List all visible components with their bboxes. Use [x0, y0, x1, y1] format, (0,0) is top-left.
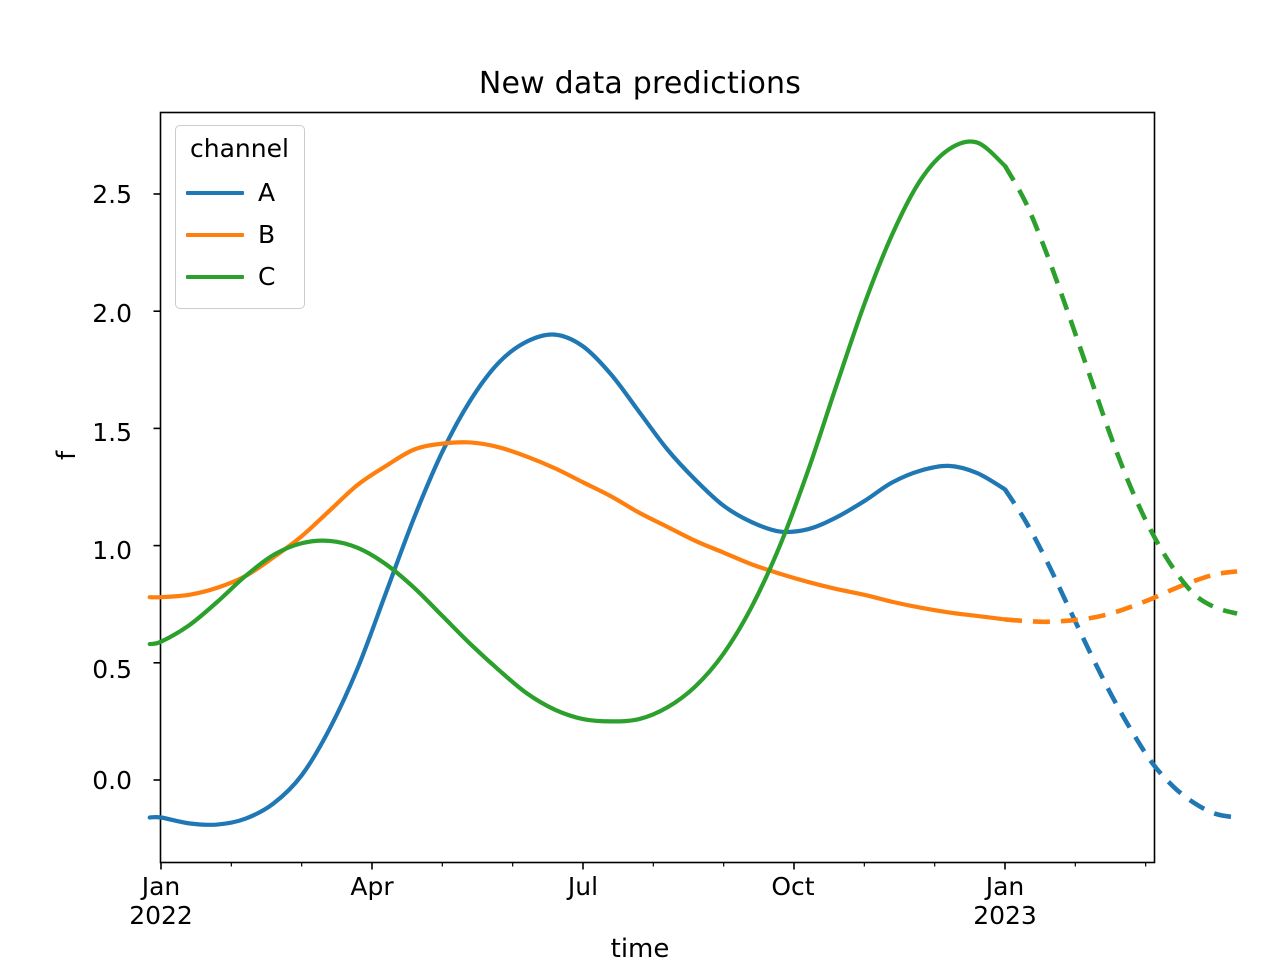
page-title: New data predictions — [478, 66, 802, 101]
series-line-c-observed — [147, 139, 1008, 724]
axes-spines — [159, 111, 1156, 864]
x-tick-label-apr: Apr — [292, 872, 452, 901]
axis-major-ticks — [153, 193, 1006, 870]
legend-swatch-icon — [186, 275, 244, 279]
y-tick-label-0-0: 0.0 — [92, 766, 132, 795]
legend-item-label: B — [258, 220, 276, 249]
legend-title: channel — [190, 134, 289, 163]
axis-minor-ticks — [230, 862, 1147, 867]
y-tick-label-1-0: 1.0 — [92, 536, 132, 565]
x-tick-primary: Jan — [141, 872, 181, 901]
x-tick-primary: Oct — [771, 872, 815, 901]
x-tick-label-jan-2023: Jan 2023 — [925, 872, 1085, 930]
y-tick-label-2-0: 2.0 — [92, 299, 132, 328]
x-tick-label-jan-2022: Jan 2022 — [81, 872, 241, 930]
legend-item-b[interactable]: B — [186, 214, 294, 256]
series-line-b-observed — [147, 440, 1008, 622]
y-tick-label-0-5: 0.5 — [92, 655, 132, 684]
legend-item-c[interactable]: C — [186, 256, 294, 298]
x-tick-label-oct: Oct — [713, 872, 873, 901]
series-line-a-predicted — [1003, 488, 1238, 820]
x-tick-primary: Jan — [985, 872, 1025, 901]
series-line-c-predicted — [1002, 164, 1238, 616]
x-tick-secondary: 2022 — [129, 901, 193, 930]
legend-item-label: A — [258, 178, 276, 207]
series-lines — [147, 139, 1238, 827]
series-line-b-predicted — [1004, 569, 1238, 625]
legend-item-a[interactable]: A — [186, 172, 294, 214]
x-tick-primary: Jul — [567, 872, 599, 901]
legend-swatch-icon — [186, 191, 244, 195]
x-tick-label-jul: Jul — [503, 872, 663, 901]
x-tick-secondary: 2023 — [973, 901, 1037, 930]
y-tick-label-1-5: 1.5 — [92, 418, 132, 447]
y-tick-label-2-5: 2.5 — [92, 180, 132, 209]
series-line-a-observed — [147, 332, 1008, 827]
x-axis-label: time — [610, 934, 670, 964]
legend-swatch-icon — [186, 233, 244, 237]
x-tick-primary: Apr — [350, 872, 394, 901]
legend-item-label: C — [258, 262, 276, 291]
